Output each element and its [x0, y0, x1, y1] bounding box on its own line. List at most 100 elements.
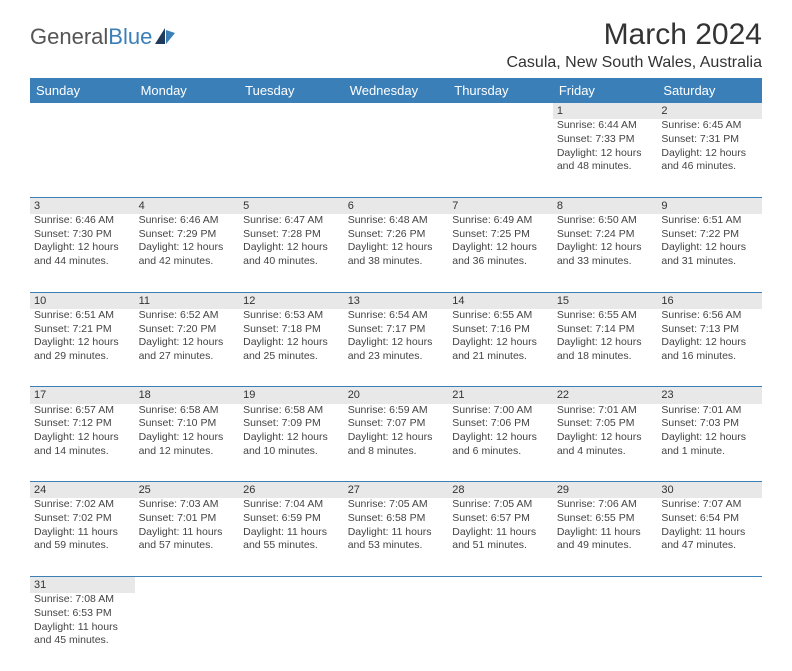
- day-cell: [344, 593, 449, 671]
- day-number: 5: [239, 197, 344, 214]
- day-number: 30: [657, 482, 762, 499]
- cell-line: Sunrise: 6:49 AM: [452, 214, 549, 228]
- day-cell: Sunrise: 7:00 AMSunset: 7:06 PMDaylight:…: [448, 404, 553, 482]
- cell-line: Sunset: 7:05 PM: [557, 417, 654, 431]
- day-number: 4: [135, 197, 240, 214]
- col-tuesday: Tuesday: [239, 78, 344, 103]
- cell-line: and 42 minutes.: [139, 255, 236, 269]
- day-cell: Sunrise: 6:59 AMSunset: 7:07 PMDaylight:…: [344, 404, 449, 482]
- logo-text-2: Blue: [108, 24, 152, 50]
- cell-line: Daylight: 12 hours: [348, 431, 445, 445]
- cell-line: Sunrise: 6:51 AM: [661, 214, 758, 228]
- day-number: 16: [657, 292, 762, 309]
- cell-line: Daylight: 12 hours: [557, 431, 654, 445]
- day-cell: Sunrise: 6:48 AMSunset: 7:26 PMDaylight:…: [344, 214, 449, 292]
- cell-line: and 4 minutes.: [557, 445, 654, 459]
- cell-line: Sunset: 7:12 PM: [34, 417, 131, 431]
- day-number: 13: [344, 292, 449, 309]
- day-number: 28: [448, 482, 553, 499]
- cell-line: Daylight: 12 hours: [348, 241, 445, 255]
- cell-line: Sunset: 7:31 PM: [661, 133, 758, 147]
- day-cell: Sunrise: 6:46 AMSunset: 7:30 PMDaylight:…: [30, 214, 135, 292]
- cell-line: Sunset: 7:10 PM: [139, 417, 236, 431]
- day-cell: Sunrise: 7:01 AMSunset: 7:05 PMDaylight:…: [553, 404, 658, 482]
- cell-line: Sunset: 7:18 PM: [243, 323, 340, 337]
- cell-line: Daylight: 11 hours: [34, 526, 131, 540]
- day-cell: Sunrise: 6:51 AMSunset: 7:22 PMDaylight:…: [657, 214, 762, 292]
- cell-line: Daylight: 12 hours: [243, 336, 340, 350]
- cell-line: Daylight: 12 hours: [139, 336, 236, 350]
- cell-line: Sunrise: 6:51 AM: [34, 309, 131, 323]
- day-cell: Sunrise: 6:55 AMSunset: 7:16 PMDaylight:…: [448, 309, 553, 387]
- cell-line: Daylight: 12 hours: [139, 431, 236, 445]
- cell-line: and 25 minutes.: [243, 350, 340, 364]
- cell-line: and 23 minutes.: [348, 350, 445, 364]
- day-cell: Sunrise: 6:44 AMSunset: 7:33 PMDaylight:…: [553, 119, 658, 197]
- cell-line: Daylight: 11 hours: [243, 526, 340, 540]
- cell-line: Sunset: 7:14 PM: [557, 323, 654, 337]
- day-number: 12: [239, 292, 344, 309]
- cell-line: Sunset: 7:28 PM: [243, 228, 340, 242]
- cell-line: Sunrise: 6:58 AM: [243, 404, 340, 418]
- day-number: 14: [448, 292, 553, 309]
- cell-line: and 29 minutes.: [34, 350, 131, 364]
- day-number: 8: [553, 197, 658, 214]
- week-row: Sunrise: 6:57 AMSunset: 7:12 PMDaylight:…: [30, 404, 762, 482]
- day-number: 17: [30, 387, 135, 404]
- day-cell: [344, 119, 449, 197]
- day-number: 22: [553, 387, 658, 404]
- cell-line: Sunset: 6:53 PM: [34, 607, 131, 621]
- day-cell: Sunrise: 6:50 AMSunset: 7:24 PMDaylight:…: [553, 214, 658, 292]
- col-thursday: Thursday: [448, 78, 553, 103]
- day-cell: Sunrise: 6:47 AMSunset: 7:28 PMDaylight:…: [239, 214, 344, 292]
- daynum-row: 31: [30, 576, 762, 593]
- cell-line: and 40 minutes.: [243, 255, 340, 269]
- cell-line: Daylight: 11 hours: [139, 526, 236, 540]
- day-number: 23: [657, 387, 762, 404]
- day-cell: [448, 593, 553, 671]
- day-number: 3: [30, 197, 135, 214]
- cell-line: Sunrise: 7:01 AM: [661, 404, 758, 418]
- cell-line: Daylight: 12 hours: [139, 241, 236, 255]
- cell-line: and 55 minutes.: [243, 539, 340, 553]
- day-cell: Sunrise: 6:55 AMSunset: 7:14 PMDaylight:…: [553, 309, 658, 387]
- weekday-header-row: Sunday Monday Tuesday Wednesday Thursday…: [30, 78, 762, 103]
- cell-line: Sunset: 6:57 PM: [452, 512, 549, 526]
- cell-line: Daylight: 12 hours: [452, 336, 549, 350]
- cell-line: Sunset: 7:02 PM: [34, 512, 131, 526]
- day-number: 2: [657, 103, 762, 119]
- day-cell: Sunrise: 7:03 AMSunset: 7:01 PMDaylight:…: [135, 498, 240, 576]
- day-cell: Sunrise: 7:02 AMSunset: 7:02 PMDaylight:…: [30, 498, 135, 576]
- day-cell: Sunrise: 6:58 AMSunset: 7:09 PMDaylight:…: [239, 404, 344, 482]
- location: Casula, New South Wales, Australia: [506, 54, 762, 72]
- cell-line: and 8 minutes.: [348, 445, 445, 459]
- cell-line: Sunrise: 7:05 AM: [452, 498, 549, 512]
- day-cell: Sunrise: 6:49 AMSunset: 7:25 PMDaylight:…: [448, 214, 553, 292]
- cell-line: and 45 minutes.: [34, 634, 131, 648]
- cell-line: Sunset: 7:07 PM: [348, 417, 445, 431]
- cell-line: and 46 minutes.: [661, 160, 758, 174]
- cell-line: and 59 minutes.: [34, 539, 131, 553]
- week-row: Sunrise: 7:08 AMSunset: 6:53 PMDaylight:…: [30, 593, 762, 671]
- day-cell: Sunrise: 6:45 AMSunset: 7:31 PMDaylight:…: [657, 119, 762, 197]
- cell-line: Sunset: 7:13 PM: [661, 323, 758, 337]
- day-cell: Sunrise: 6:52 AMSunset: 7:20 PMDaylight:…: [135, 309, 240, 387]
- cell-line: Daylight: 12 hours: [661, 431, 758, 445]
- cell-line: and 18 minutes.: [557, 350, 654, 364]
- day-cell: [239, 593, 344, 671]
- cell-line: Sunset: 7:20 PM: [139, 323, 236, 337]
- day-cell: Sunrise: 7:01 AMSunset: 7:03 PMDaylight:…: [657, 404, 762, 482]
- day-number: [239, 576, 344, 593]
- week-row: Sunrise: 6:44 AMSunset: 7:33 PMDaylight:…: [30, 119, 762, 197]
- cell-line: Sunset: 7:06 PM: [452, 417, 549, 431]
- week-row: Sunrise: 6:51 AMSunset: 7:21 PM Daylight:…: [30, 309, 762, 387]
- cell-line: Sunset: 7:21 PM: [34, 323, 131, 337]
- cell-line: Sunrise: 6:53 AM: [243, 309, 340, 323]
- cell-line: Sunrise: 6:44 AM: [557, 119, 654, 133]
- cell-line: Sunrise: 6:56 AM: [661, 309, 758, 323]
- cell-line: Daylight: 12 hours: [452, 241, 549, 255]
- cell-line: Daylight: 12 hours: [243, 241, 340, 255]
- cell-line: and 49 minutes.: [557, 539, 654, 553]
- day-number: 1: [553, 103, 658, 119]
- cell-line: Sunrise: 6:54 AM: [348, 309, 445, 323]
